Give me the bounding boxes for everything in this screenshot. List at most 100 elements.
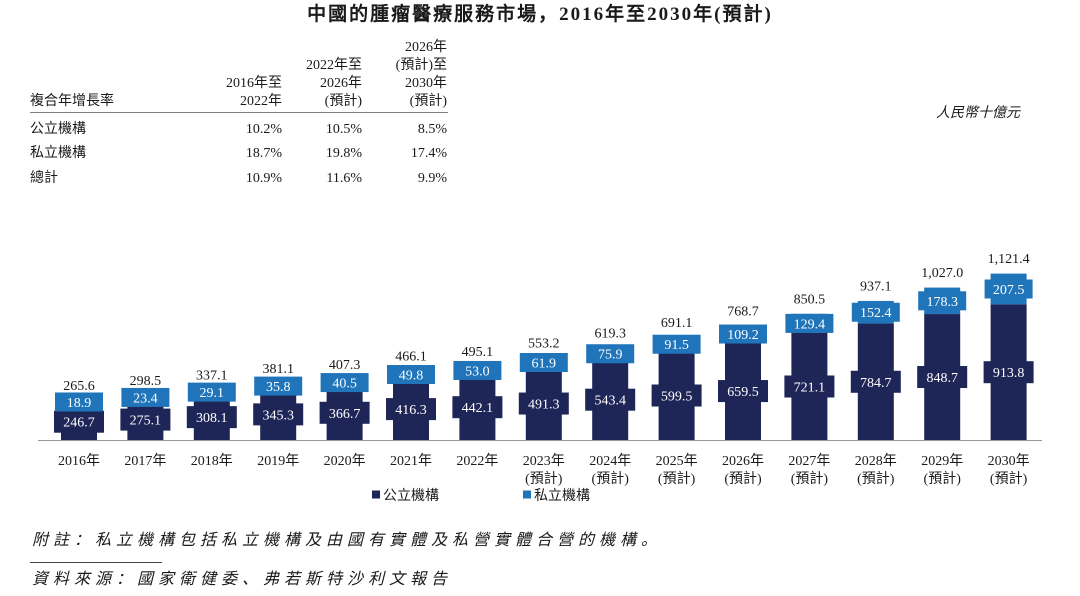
category-year: 2022年 xyxy=(456,453,498,469)
value-label-public: 599.5 xyxy=(661,390,693,405)
cagr-header-period-1: 2016年至 2022年 xyxy=(190,75,282,111)
bar-group: 416.3 49.8 466.1 2021年 xyxy=(386,349,436,469)
category-label: 2024年 (預計) xyxy=(589,453,631,487)
cagr-header-line: 2030年 xyxy=(405,76,447,91)
cagr-row-label: 公立機構 xyxy=(30,122,86,137)
value-box-public xyxy=(452,396,503,419)
total-label: 466.1 xyxy=(395,349,427,364)
stacked-bar-chart: 246.7 18.9 265.6 2016年 275.1 23.4 298.5 2017年 30… xyxy=(38,252,1042,504)
total-label: 1,121.4 xyxy=(988,252,1030,267)
value-label-public: 913.8 xyxy=(993,366,1025,381)
total-label: 407.3 xyxy=(329,358,361,373)
category-year: 2016年 xyxy=(58,453,100,469)
footnote-source: 資料來源：國家衛健委、弗若斯特沙利文報告 xyxy=(32,571,453,588)
total-label: 381.1 xyxy=(262,362,294,377)
cagr-value: 10.9% xyxy=(245,171,282,186)
value-box-public xyxy=(518,392,569,415)
value-box-private xyxy=(652,334,701,354)
bar-group: 848.7 178.3 1,027.0 2029年 (預計) xyxy=(917,266,968,487)
value-label-private: 207.5 xyxy=(993,283,1025,298)
value-box-public xyxy=(651,384,702,407)
value-label-public: 543.4 xyxy=(594,394,626,409)
cagr-value: 10.2% xyxy=(245,122,282,137)
category-year: 2027年 xyxy=(788,453,830,469)
value-label-public: 366.7 xyxy=(329,407,361,422)
value-box-public xyxy=(917,366,968,389)
value-label-public: 848.7 xyxy=(926,371,958,386)
total-label: 1,027.0 xyxy=(921,266,963,281)
total-label: 337.1 xyxy=(196,368,228,383)
value-box-private xyxy=(785,313,834,333)
value-label-public: 345.3 xyxy=(262,408,294,423)
unit-label: 人民幣十億元 xyxy=(936,106,1020,121)
total-label: 265.6 xyxy=(63,379,95,394)
category-forecast-note: (預計) xyxy=(658,471,696,487)
category-label: 2020年 xyxy=(324,453,366,469)
value-box-private xyxy=(519,352,568,372)
value-box-private xyxy=(918,291,967,311)
cagr-header-line: (預計) xyxy=(324,94,362,109)
value-box-private xyxy=(254,376,303,396)
category-label: 2023年 (預計) xyxy=(523,453,565,487)
cagr-header-line: (預計)至 xyxy=(395,58,447,73)
category-year: 2024年 xyxy=(589,453,631,469)
value-box-public xyxy=(319,401,370,424)
value-label-private: 23.4 xyxy=(133,391,158,406)
legend-label: 公立機構 xyxy=(383,488,439,504)
legend-swatch xyxy=(523,490,531,499)
category-year: 2021年 xyxy=(390,453,432,469)
bar-group: 543.4 75.9 619.3 2024年 (預計) xyxy=(585,327,636,487)
category-year: 2018年 xyxy=(191,453,233,469)
value-box-private xyxy=(387,365,435,385)
legend-item: 公立機構 xyxy=(372,488,439,504)
category-forecast-note: (預計) xyxy=(791,471,829,487)
value-box-private xyxy=(187,382,236,402)
bar-group: 721.1 129.4 850.5 2027年 (預計) xyxy=(784,292,835,487)
value-label-public: 659.5 xyxy=(727,385,759,400)
value-box-public xyxy=(983,361,1034,384)
cagr-value: 17.4% xyxy=(410,146,447,161)
value-label-private: 152.4 xyxy=(860,306,892,321)
value-box-public xyxy=(54,410,104,433)
category-year: 2026年 xyxy=(722,453,764,469)
bar-group: 659.5 109.2 768.7 2026年 (預計) xyxy=(718,304,768,487)
category-label: 2019年 xyxy=(257,453,299,469)
value-label-private: 75.9 xyxy=(598,348,623,363)
value-box-public xyxy=(718,380,768,403)
category-label: 2026年 (預計) xyxy=(722,453,764,487)
category-year: 2023年 xyxy=(523,453,565,469)
total-label: 850.5 xyxy=(794,292,826,307)
value-box-public xyxy=(585,388,636,411)
value-box-public xyxy=(850,370,901,393)
cagr-header-line: 2022年 xyxy=(240,94,282,109)
cagr-header-period-3: 2026年 (預計)至 2030年 (預計) xyxy=(362,39,447,111)
value-label-private: 91.5 xyxy=(664,338,689,353)
value-label-private: 18.9 xyxy=(67,396,92,411)
category-year: 2020年 xyxy=(324,453,366,469)
bar-group: 366.7 40.5 407.3 2020年 xyxy=(319,358,370,469)
value-label-private: 29.1 xyxy=(200,386,225,401)
category-year: 2025年 xyxy=(656,453,698,469)
category-label: 2030年 (預計) xyxy=(988,453,1030,487)
cagr-value: 11.6% xyxy=(326,171,362,186)
total-label: 495.1 xyxy=(462,345,494,360)
total-label: 553.2 xyxy=(528,336,560,351)
value-label-public: 416.3 xyxy=(395,403,427,418)
category-forecast-note: (預計) xyxy=(525,471,563,487)
value-box-public xyxy=(386,398,436,421)
total-label: 298.5 xyxy=(130,374,162,389)
category-year: 2019年 xyxy=(257,453,299,469)
category-label: 2021年 xyxy=(390,453,432,469)
total-label: 691.1 xyxy=(661,316,693,331)
bar-group: 599.5 91.5 691.1 2025年 (預計) xyxy=(651,316,702,487)
chart-title: 中國的腫瘤醫療服務市場，2016年至2030年(預計) xyxy=(307,4,773,25)
value-label-private: 53.0 xyxy=(465,364,490,379)
value-box-private xyxy=(719,324,767,344)
value-box-public xyxy=(784,375,835,398)
value-box-private xyxy=(55,392,103,412)
value-label-private: 178.3 xyxy=(926,295,958,310)
cagr-header-line: 2026年 xyxy=(405,40,447,55)
cagr-header-period-2: 2022年至 2026年 (預計) xyxy=(282,57,362,111)
category-year: 2030年 xyxy=(988,453,1030,469)
